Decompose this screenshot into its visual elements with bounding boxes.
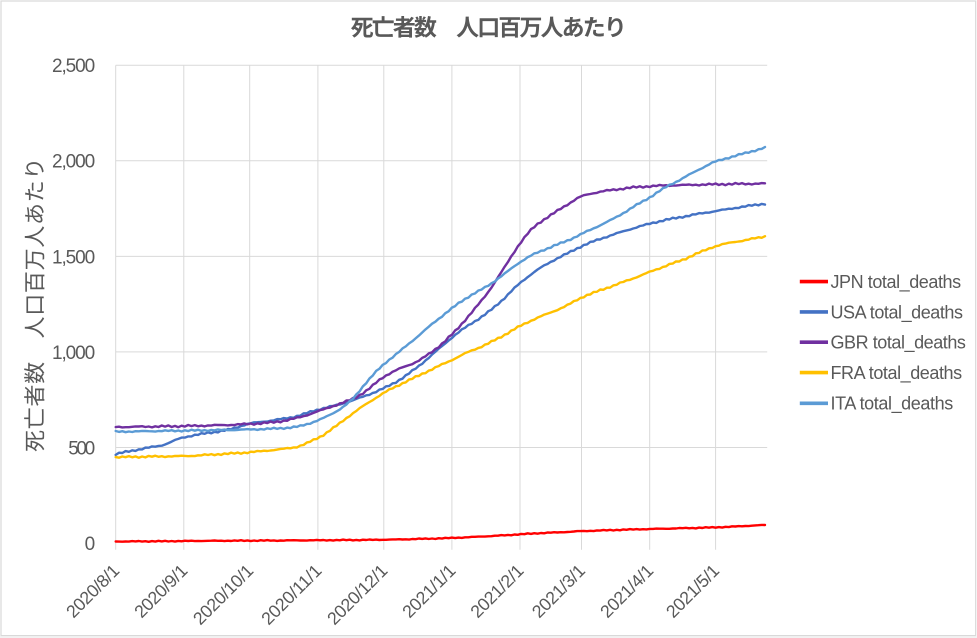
svg-text:FRA total_deaths: FRA total_deaths — [831, 363, 963, 384]
svg-text:USA total_deaths: USA total_deaths — [831, 302, 964, 323]
svg-text:2,000: 2,000 — [52, 152, 95, 173]
svg-text:2,500: 2,500 — [52, 56, 95, 77]
svg-text:500: 500 — [68, 438, 95, 459]
svg-text:GBR total_deaths: GBR total_deaths — [831, 333, 966, 354]
svg-text:1,000: 1,000 — [52, 343, 95, 364]
svg-text:ITA total_deaths: ITA total_deaths — [831, 394, 954, 415]
svg-text:0: 0 — [85, 534, 96, 555]
svg-text:JPN total_deaths: JPN total_deaths — [831, 272, 962, 293]
svg-text:1,500: 1,500 — [52, 247, 95, 268]
